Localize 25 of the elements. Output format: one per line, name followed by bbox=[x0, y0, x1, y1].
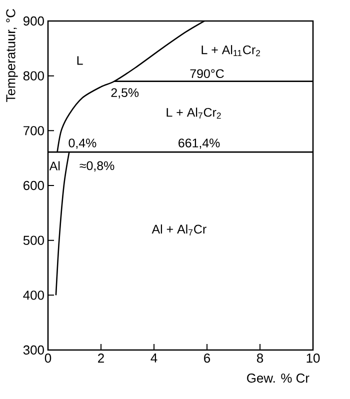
x-tick-label: 10 bbox=[306, 354, 320, 363]
annotation: 661,4% bbox=[178, 138, 220, 149]
annotation: L + Al$_{11}$Cr$_{2}$ bbox=[202, 45, 260, 56]
x-axis-title: Gew. % Cr bbox=[247, 374, 310, 383]
annotation: 790°C bbox=[190, 69, 224, 78]
annotation: Al + Al$_{7}$Cr bbox=[152, 224, 206, 236]
annotation: 0,4% bbox=[68, 138, 96, 149]
x-tick-label: 2 bbox=[98, 354, 104, 363]
x-tick-label: 8 bbox=[256, 354, 264, 363]
y-axis-title: Temperatuur, °C bbox=[6, 9, 18, 102]
x-tick-label: 6 bbox=[204, 354, 210, 363]
y-tick-label: 300 bbox=[23, 345, 44, 355]
annotation: L + Al$_{7}$Cr$_{2}$ bbox=[166, 108, 221, 119]
y-tick-label: 700 bbox=[24, 126, 44, 136]
annotation: 2,5% bbox=[111, 88, 139, 99]
y-tick-label: 900 bbox=[23, 16, 44, 26]
x-tick-label: 0 bbox=[44, 354, 52, 363]
y-tick-label: 500 bbox=[23, 236, 44, 245]
x-tick-label: 4 bbox=[150, 354, 158, 362]
y-tick-label: 800 bbox=[23, 71, 44, 80]
y-tick-label: 400 bbox=[23, 290, 44, 300]
annotation: L bbox=[77, 56, 83, 65]
annotation: Al bbox=[49, 161, 60, 170]
annotation: ≈0,8% bbox=[80, 161, 114, 172]
y-tick-label: 600 bbox=[24, 180, 44, 190]
